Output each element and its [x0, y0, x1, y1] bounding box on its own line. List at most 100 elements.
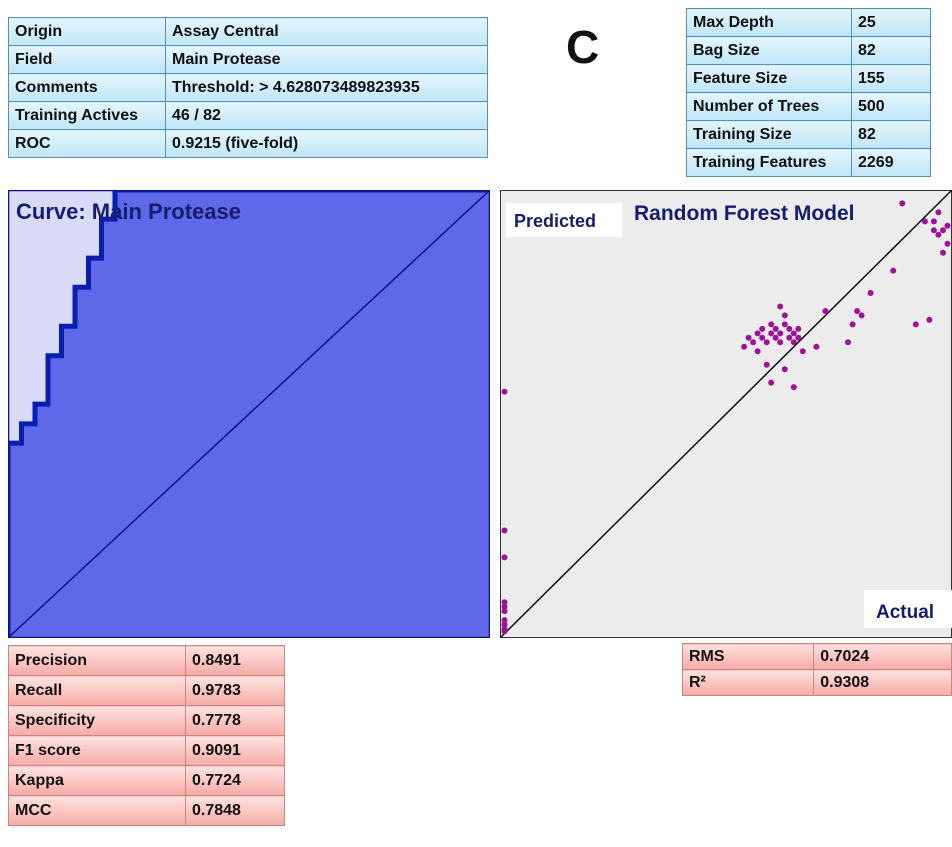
regression-metrics-table: RMS 0.7024 R² 0.9308: [681, 643, 952, 696]
info-row: ROC 0.9215 (five-fold): [8, 129, 488, 158]
metric-row: F1 score 0.9091: [8, 735, 285, 766]
classification-metrics-table: Precision 0.8491 Recall 0.9783 Specificity 0.…: [8, 645, 285, 826]
scatter-point: [854, 308, 861, 314]
scatter-point: [858, 312, 865, 319]
roc-chart-title: Curve: Main Protease: [16, 199, 241, 224]
model-parameters-table: Max Depth 25 Bag Size 82 Feature Size 155 Numb…: [686, 8, 931, 177]
scatter-point: [754, 348, 761, 355]
metric-row: Specificity 0.7778: [8, 705, 285, 736]
param-row: Max Depth 25: [686, 8, 931, 37]
scatter-point: [940, 227, 946, 234]
metric-label: Specificity: [8, 705, 186, 736]
param-row: Training Size 82: [686, 120, 931, 149]
param-value: 155: [851, 64, 931, 93]
info-label: ROC: [8, 129, 166, 158]
param-label: Number of Trees: [686, 92, 852, 121]
metric-row: Kappa 0.7724: [8, 765, 285, 796]
metric-row: Recall 0.9783: [8, 675, 285, 706]
scatter-point: [795, 325, 802, 332]
metric-value: 0.7848: [185, 795, 285, 826]
xlabel-box: [864, 590, 952, 628]
scatter-point: [790, 339, 797, 346]
scatter-point: [795, 334, 802, 341]
regression-value: 0.9308: [813, 669, 952, 696]
info-value: Assay Central: [165, 17, 488, 46]
scatter-point: [944, 240, 951, 247]
param-row: Bag Size 82: [686, 36, 931, 65]
roc-curve-chart: Curve: Main Protease: [8, 190, 490, 638]
scatter-point: [501, 621, 508, 628]
param-value: 82: [851, 36, 931, 65]
regression-row: R² 0.9308: [681, 669, 952, 696]
metric-value: 0.8491: [185, 645, 285, 676]
scatter-point: [781, 366, 788, 373]
scatter-point: [777, 303, 784, 310]
scatter-point: [759, 334, 766, 341]
scatter-point: [501, 608, 508, 615]
scatter-point: [790, 330, 797, 337]
scatter-point: [899, 200, 906, 207]
metric-row: Precision 0.8491: [8, 645, 285, 676]
roc-frame: [8, 190, 490, 638]
scatter-point: [944, 222, 951, 229]
info-label: Training Actives: [8, 101, 166, 130]
regression-row: RMS 0.7024: [681, 643, 952, 670]
info-label: Field: [8, 45, 166, 74]
scatter-point: [772, 325, 779, 332]
param-value: 2269: [851, 148, 931, 177]
scatter-point: [930, 218, 937, 225]
scatter-point: [786, 325, 793, 332]
scatter-identity-line: [500, 190, 952, 638]
info-label: Origin: [8, 17, 166, 46]
scatter-point: [930, 227, 937, 234]
scatter-points: [501, 200, 951, 635]
scatter-point: [741, 343, 748, 350]
param-label: Feature Size: [686, 64, 852, 93]
param-row: Feature Size 155: [686, 64, 931, 93]
scatter-point: [822, 308, 829, 314]
scatter-point: [912, 321, 919, 328]
scatter-point: [777, 330, 784, 337]
metric-label: F1 score: [8, 735, 186, 766]
scatter-point: [501, 388, 508, 395]
scatter-point: [867, 290, 874, 296]
scatter-point: [501, 554, 508, 561]
info-value: Main Protease: [165, 45, 488, 74]
metric-value: 0.7778: [185, 705, 285, 736]
scatter-point: [935, 231, 942, 238]
scatter-point: [750, 339, 757, 346]
param-label: Bag Size: [686, 36, 852, 65]
scatter-point: [501, 603, 508, 610]
roc-diagonal-line: [8, 190, 490, 638]
model-info-table: Origin Assay Central Field Main Protease Com…: [8, 17, 488, 158]
random-forest-scatter-chart: Predicted Random Forest Model Actual: [500, 190, 952, 638]
ylabel-box: [506, 203, 622, 237]
scatter-point: [763, 361, 770, 368]
scatter-point: [777, 339, 784, 346]
metric-value: 0.9091: [185, 735, 285, 766]
metric-label: Precision: [8, 645, 186, 676]
scatter-point: [501, 617, 508, 624]
scatter-ylabel: Predicted: [514, 211, 596, 231]
scatter-point: [921, 218, 928, 225]
info-row: Origin Assay Central: [8, 17, 488, 46]
scatter-point: [759, 325, 766, 332]
roc-curve-line: [8, 190, 490, 638]
scatter-xlabel: Actual: [876, 602, 934, 623]
info-row: Field Main Protease: [8, 45, 488, 74]
info-label: Comments: [8, 73, 166, 102]
metric-row: MCC 0.7848: [8, 795, 285, 826]
info-row: Training Actives 46 / 82: [8, 101, 488, 130]
scatter-point: [768, 321, 775, 328]
scatter-point: [926, 316, 933, 323]
param-label: Training Features: [686, 148, 852, 177]
scatter-point: [849, 321, 856, 328]
scatter-point: [768, 379, 775, 386]
scatter-point: [890, 267, 897, 274]
param-label: Max Depth: [686, 8, 852, 37]
scatter-point: [935, 209, 942, 216]
regression-label: RMS: [681, 643, 815, 670]
scatter-chart-title: Random Forest Model: [634, 202, 855, 225]
metric-value: 0.7724: [185, 765, 285, 796]
scatter-point: [754, 330, 761, 337]
